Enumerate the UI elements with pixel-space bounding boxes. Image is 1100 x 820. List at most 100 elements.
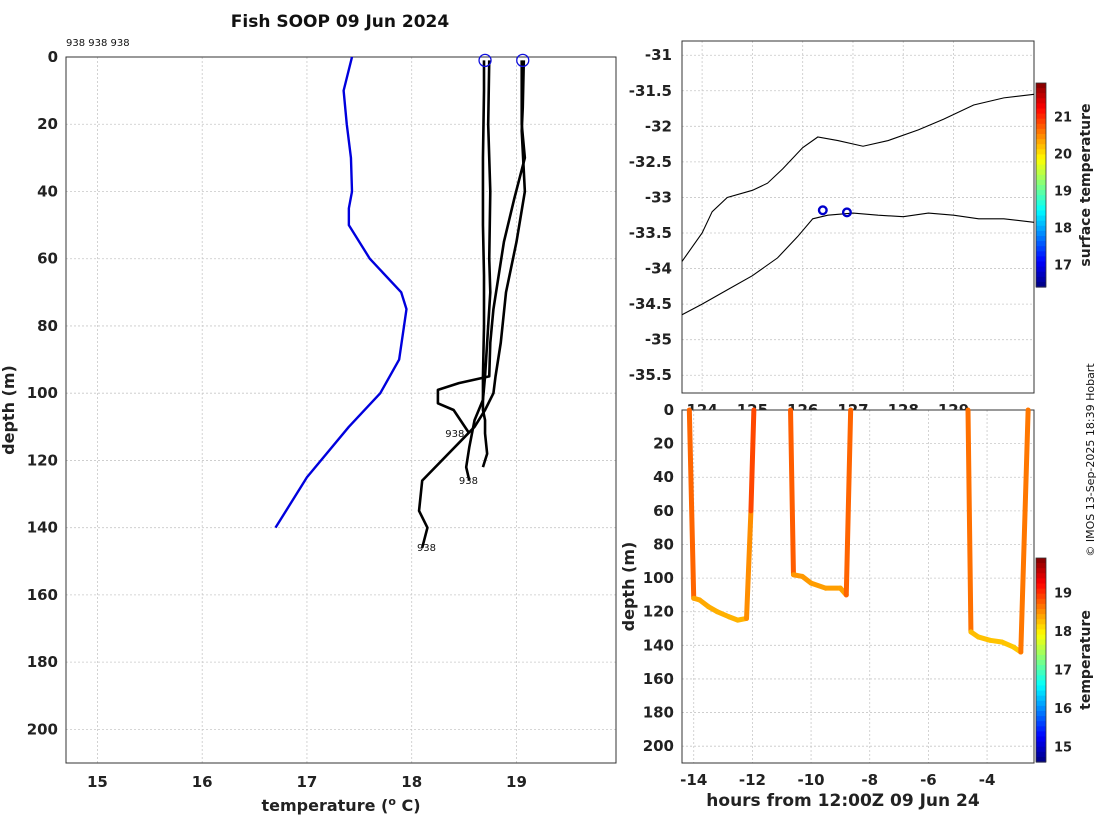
colorbar-segment: [1036, 225, 1046, 232]
colorbar-segment: [1036, 128, 1046, 135]
colorbar-tick-label: 18: [1054, 222, 1072, 237]
colorbar-tick-label: 19: [1054, 587, 1072, 602]
colorbar-segment: [1036, 144, 1046, 150]
colorbar-segment: [1036, 685, 1046, 692]
profile-line-1: [274, 56, 408, 529]
colorbar-segment: [1036, 98, 1046, 104]
coastline-upper: [681, 93, 1035, 262]
y-tick-label: 180: [643, 704, 674, 722]
colorbar-segment: [1036, 159, 1046, 166]
colorbar-segment: [1036, 123, 1046, 130]
map-frame: [681, 40, 1035, 394]
station-marker: [841, 207, 852, 218]
y-tick-label: 80: [37, 317, 58, 335]
colorbar-segment: [1036, 103, 1046, 110]
station-marker: [817, 205, 828, 216]
colorbar-segment: [1036, 108, 1046, 115]
colorbar-segment: [1036, 588, 1046, 595]
colorbar-segment: [1036, 665, 1046, 671]
colorbar-segment: [1036, 603, 1046, 610]
top-station-labels: 938 938 938: [66, 38, 130, 49]
colorbar-segment: [1036, 639, 1046, 646]
colorbar-segment: [1036, 251, 1046, 257]
y-tick-label: 80: [653, 535, 674, 553]
colorbar-segment: [1036, 619, 1046, 625]
y-tick-label: 160: [643, 670, 674, 688]
y-tick-label: 60: [37, 250, 58, 268]
surface-marker: [478, 53, 492, 68]
colorbar-segment: [1036, 266, 1046, 273]
station-label: 938: [417, 543, 436, 554]
track-segment-3: [1018, 407, 1031, 655]
y-tick-label: 40: [37, 182, 58, 200]
y-tick-label: 140: [643, 636, 674, 654]
y-axis-label: depth (m): [0, 365, 18, 455]
lat-tick-label: -34: [645, 260, 672, 278]
colorbar-tick-label: 17: [1054, 664, 1072, 679]
track-segment-2: [843, 407, 854, 598]
x-tick-label: 18: [401, 773, 422, 791]
colorbar-tick-label: 17: [1054, 259, 1072, 274]
x-tick-label: -12: [739, 771, 766, 789]
colorbar-segment: [1036, 179, 1046, 186]
colorbar-segment: [1036, 746, 1046, 753]
colorbar-segment: [1036, 700, 1046, 707]
colorbar-segment: [1036, 118, 1046, 125]
colorbar-segment: [1036, 88, 1046, 94]
surface-temperature-colorbar: 21 20 19 18 17 surface temperature: [1035, 82, 1094, 288]
colorbar-segment: [1036, 230, 1046, 237]
colorbar-segment: [1036, 670, 1046, 676]
x-axis-label: hours from 12:00Z 09 Jun 24: [706, 791, 980, 811]
colorbar-segment: [1036, 624, 1046, 630]
colorbar-segment: [1036, 680, 1046, 687]
colorbar-segment: [1036, 644, 1046, 651]
colorbar-segment: [1036, 164, 1046, 171]
colorbar-segment: [1036, 716, 1046, 722]
lat-tick-label: -32: [645, 117, 672, 135]
colorbar-segment: [1036, 200, 1046, 206]
colorbar-segment: [1036, 205, 1046, 212]
colorbar-segment: [1036, 190, 1046, 196]
track-segment-2: [788, 407, 796, 578]
colorbar-segment: [1036, 93, 1046, 99]
colorbar-segment: [1036, 690, 1046, 697]
colorbar-segment: [1036, 660, 1046, 666]
colorbar-segment: [1036, 731, 1046, 738]
colorbar-segment: [1036, 236, 1046, 242]
credit-text: © IMOS 13-Sep-2025 18:39 Hobart: [1084, 363, 1097, 557]
x-tick-label: 16: [192, 773, 213, 791]
y-tick-label: 200: [27, 720, 58, 738]
colorbar-segment: [1036, 695, 1046, 702]
colorbar-tick-label: 19: [1054, 185, 1072, 200]
profile-panel: 15 16 17 18 19 0 20 40 60 80 100 120 140 160 180 200 tem…: [0, 38, 617, 816]
colorbar-segment: [1036, 149, 1046, 155]
colorbar-frame: [1035, 82, 1047, 288]
surface-marker: [516, 53, 530, 68]
colorbar-segment: [1036, 568, 1046, 574]
lat-tick-label: -31.5: [629, 82, 672, 100]
track-segment-1: [744, 508, 754, 621]
colorbar-segment: [1036, 241, 1046, 247]
x-axis-label: temperature (o C): [261, 795, 420, 816]
x-tick-label: -6: [920, 771, 937, 789]
colorbar-segment: [1036, 281, 1046, 288]
colorbar-segment: [1036, 741, 1046, 748]
y-tick-label: 20: [37, 115, 58, 133]
lat-tick-label: -34.5: [629, 295, 672, 313]
colorbar-segment: [1036, 583, 1046, 590]
colorbar-segment: [1036, 736, 1046, 743]
plot-background: [682, 410, 1034, 763]
colorbar-segment: [1036, 711, 1046, 717]
lat-tick-label: -35: [645, 331, 672, 349]
colorbar-segment: [1036, 573, 1046, 579]
y-tick-label: 0: [48, 48, 58, 66]
profile-line-4: [436, 60, 527, 435]
colorbar-segment: [1036, 154, 1046, 161]
track-segment-1: [686, 407, 697, 601]
x-tick-label: 15: [87, 773, 108, 791]
colorbar-segment: [1036, 598, 1046, 605]
x-tick-label: 19: [506, 773, 527, 791]
x-tick-label: 17: [297, 773, 318, 791]
colorbar-segment: [1036, 134, 1046, 140]
colorbar-segment: [1036, 261, 1046, 268]
